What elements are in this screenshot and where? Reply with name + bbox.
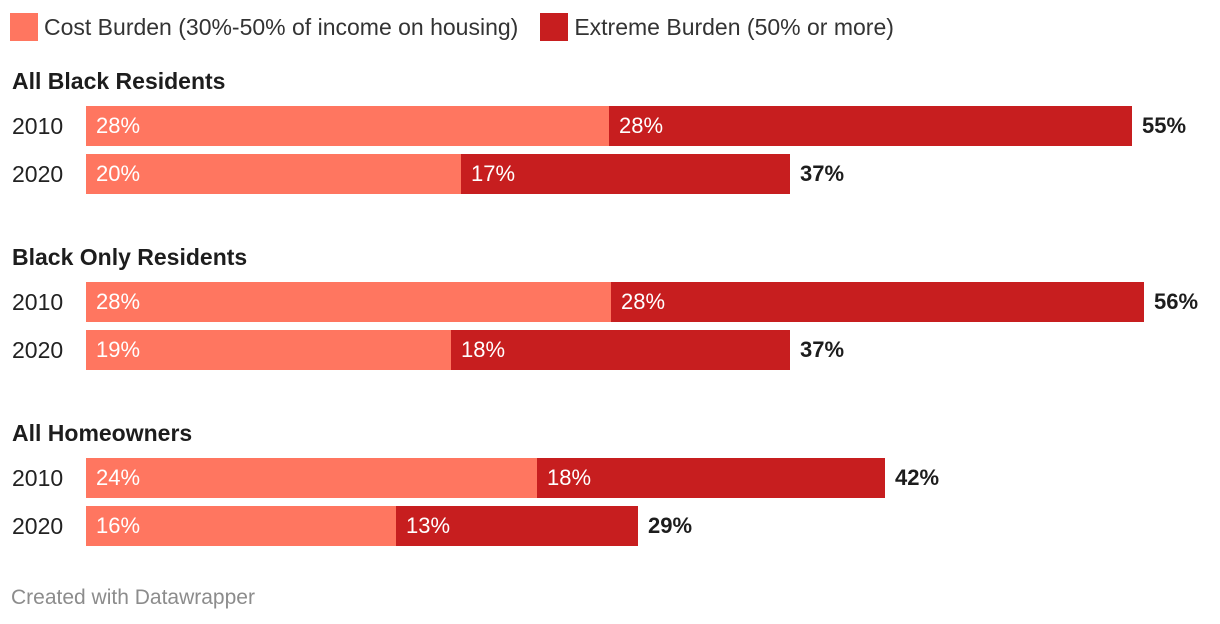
legend-item-cost-burden: Cost Burden (30%-50% of income on housin… — [10, 13, 518, 41]
legend-label-extreme-burden: Extreme Burden (50% or more) — [574, 13, 894, 40]
group-title-all-black-residents: All Black Residents — [12, 68, 226, 94]
legend-swatch-extreme-burden — [540, 13, 569, 41]
bar-row-black-only-residents-2010: 2010 28% 28% 56% — [0, 282, 1220, 322]
row-label: 2010 — [12, 113, 64, 139]
bar-segment-cost-burden: 28% — [86, 282, 611, 322]
bar-row-all-black-residents-2010: 2010 28% 28% 55% — [0, 106, 1220, 146]
bar-row-all-homeowners-2020: 2020 16% 13% 29% — [0, 506, 1220, 546]
bar-total-label: 55% — [1142, 113, 1187, 138]
group-title-all-homeowners: All Homeowners — [12, 420, 193, 446]
bar-segment-cost-burden: 20% — [86, 154, 461, 194]
row-label: 2020 — [12, 513, 64, 539]
row-label: 2010 — [12, 289, 64, 315]
legend-swatch-cost-burden — [10, 13, 38, 41]
datawrapper-credit: Created with Datawrapper — [11, 586, 255, 609]
bar-total-label: 37% — [800, 337, 845, 362]
bar-segment-extreme-burden: 17% — [461, 154, 790, 194]
bar-segment-extreme-burden: 13% — [396, 506, 638, 546]
bar-segment-cost-burden: 16% — [86, 506, 396, 546]
legend-label-cost-burden: Cost Burden (30%-50% of income on housin… — [44, 13, 519, 40]
bar-segment-extreme-burden: 28% — [609, 106, 1132, 146]
bar-segment-cost-burden: 24% — [86, 458, 537, 498]
bar-segment-extreme-burden: 18% — [451, 330, 790, 370]
row-label: 2020 — [12, 337, 64, 363]
bar-total-label: 37% — [800, 161, 845, 186]
row-label: 2010 — [12, 465, 64, 491]
row-label: 2020 — [12, 161, 64, 187]
bar-segment-cost-burden: 28% — [86, 106, 609, 146]
bar-segment-extreme-burden: 28% — [611, 282, 1144, 322]
bar-row-all-black-residents-2020: 2020 20% 17% 37% — [0, 154, 1220, 194]
bar-row-all-homeowners-2010: 2010 24% 18% 42% — [0, 458, 1220, 498]
group-title-black-only-residents: Black Only Residents — [12, 244, 248, 270]
bar-total-label: 42% — [895, 465, 940, 490]
bar-total-label: 29% — [648, 513, 693, 538]
bar-total-label: 56% — [1154, 289, 1199, 314]
legend-item-extreme-burden: Extreme Burden (50% or more) — [540, 13, 894, 41]
bar-segment-extreme-burden: 18% — [537, 458, 885, 498]
legend: Cost Burden (30%-50% of income on housin… — [10, 12, 916, 42]
bar-segment-cost-burden: 19% — [86, 330, 451, 370]
bar-row-black-only-residents-2020: 2020 19% 18% 37% — [0, 330, 1220, 370]
